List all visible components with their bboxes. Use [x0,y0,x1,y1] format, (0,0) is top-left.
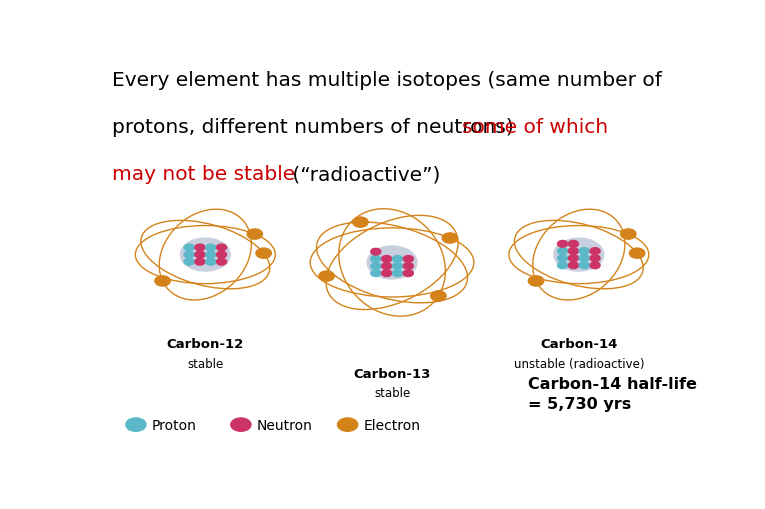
Circle shape [579,248,589,255]
Circle shape [181,239,230,271]
Circle shape [231,418,251,432]
Circle shape [630,248,645,259]
Circle shape [216,259,226,266]
Circle shape [554,239,604,271]
Circle shape [392,256,402,263]
Circle shape [590,256,600,262]
Circle shape [579,263,589,269]
Circle shape [371,249,381,256]
Circle shape [216,245,226,251]
Circle shape [392,270,402,277]
Circle shape [319,271,334,281]
Circle shape [184,259,194,266]
Circle shape [568,256,578,262]
Text: Carbon-14: Carbon-14 [540,337,617,350]
Circle shape [558,263,568,269]
Circle shape [371,263,381,270]
Circle shape [256,248,272,259]
Circle shape [568,241,578,248]
Circle shape [392,263,402,270]
Text: Proton: Proton [152,418,197,432]
Circle shape [382,256,392,263]
Circle shape [371,256,381,263]
Text: stable: stable [187,357,223,370]
Circle shape [371,270,381,277]
Circle shape [184,245,194,251]
Text: unstable (radioactive): unstable (radioactive) [513,357,644,370]
Circle shape [247,230,262,240]
Text: protons, different numbers of neutrons): protons, different numbers of neutrons) [112,118,519,137]
Circle shape [337,418,358,432]
Text: may not be stable: may not be stable [112,165,295,184]
Text: Electron: Electron [363,418,421,432]
Circle shape [403,270,413,277]
Circle shape [558,248,568,255]
Circle shape [195,252,205,259]
Circle shape [367,246,417,279]
Circle shape [568,248,578,255]
Circle shape [195,259,205,266]
Circle shape [568,263,578,269]
Text: stable: stable [374,386,410,400]
Text: Carbon-12: Carbon-12 [167,337,244,350]
Circle shape [126,418,146,432]
Circle shape [206,245,216,251]
Circle shape [216,252,226,259]
Circle shape [558,241,568,248]
Circle shape [206,259,216,266]
Text: (“radioactive”): (“radioactive”) [286,165,441,184]
Circle shape [403,263,413,270]
Circle shape [558,256,568,262]
Text: Carbon-13: Carbon-13 [353,367,431,380]
Circle shape [155,276,171,287]
Circle shape [382,270,392,277]
Circle shape [195,245,205,251]
Circle shape [206,252,216,259]
Text: Neutron: Neutron [257,418,313,432]
Circle shape [579,256,589,262]
Circle shape [431,291,446,301]
Circle shape [529,276,544,287]
Text: Every element has multiple isotopes (same number of: Every element has multiple isotopes (sam… [112,71,662,90]
Circle shape [590,248,600,255]
Circle shape [353,217,368,228]
Circle shape [590,263,600,269]
Circle shape [403,256,413,263]
Circle shape [442,234,457,244]
Circle shape [620,230,636,240]
Circle shape [184,252,194,259]
Text: Carbon-14 half-life
= 5,730 yrs: Carbon-14 half-life = 5,730 yrs [529,377,698,411]
Circle shape [382,263,392,270]
Text: some of which: some of which [462,118,608,137]
